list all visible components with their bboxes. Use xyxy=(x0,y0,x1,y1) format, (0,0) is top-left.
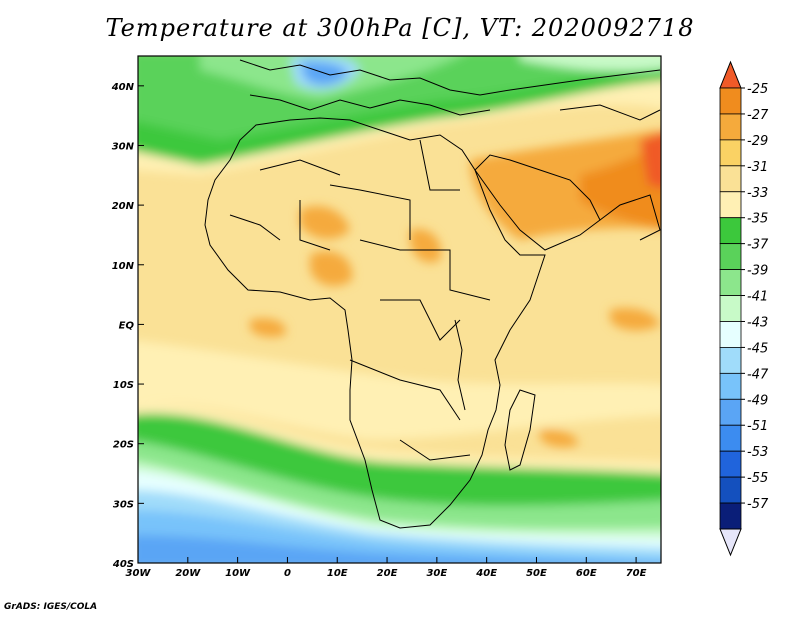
x-tick-label: 30E xyxy=(426,568,447,579)
colorbar-box xyxy=(719,165,742,193)
y-tick-label: 30S xyxy=(113,499,134,510)
colorbar-box xyxy=(719,191,742,219)
colorbar-label: -47 xyxy=(747,367,769,382)
colorbar-box xyxy=(719,321,742,348)
x-tick-label: 40E xyxy=(475,568,497,579)
colorbar-label: -55 xyxy=(747,471,768,486)
colorbar-label: -43 xyxy=(747,315,768,330)
colorbar-box xyxy=(719,476,742,504)
y-tick-label: 10N xyxy=(112,261,135,272)
colorbar-label: -57 xyxy=(747,497,769,512)
x-tick-label: 10W xyxy=(225,568,251,579)
colorbar-label: -37 xyxy=(747,238,769,253)
x-tick-label: 30W xyxy=(126,568,152,579)
colorbar-label: -25 xyxy=(747,82,768,97)
x-tick-label: 20E xyxy=(377,568,398,579)
y-tick-label: 40N xyxy=(111,82,135,93)
y-tick-label: 20N xyxy=(112,201,135,212)
colorbar-box xyxy=(719,398,742,426)
colorbar-label: -39 xyxy=(747,264,768,279)
colorbar-box xyxy=(719,295,742,322)
colorbar-box xyxy=(719,269,742,296)
colorbar-label: -53 xyxy=(747,445,768,460)
colorbar-label: -29 xyxy=(747,134,768,149)
plot-frame xyxy=(137,55,662,564)
x-tick-label: 0 xyxy=(284,568,291,579)
colorbar-label: -35 xyxy=(747,212,768,227)
map-title: Temperature at 300hPa [C], VT: 202009271… xyxy=(105,14,695,42)
y-tick-label: 30N xyxy=(112,141,135,152)
coastlines xyxy=(204,59,661,529)
temperature-field xyxy=(138,56,661,563)
colorbar-box xyxy=(719,243,742,270)
y-tick-label: 20S xyxy=(113,440,134,451)
colorbar-label: -49 xyxy=(747,393,768,408)
colorbar-box xyxy=(719,113,742,141)
x-axis-ticks: 30W 20W 10W 0 10E 20E 30E 40E 50E 60E 70E xyxy=(126,557,647,579)
y-tick-label: 40S xyxy=(112,559,134,570)
colorbar-bottom-triangle xyxy=(719,528,742,557)
colorbar-box xyxy=(719,87,742,115)
x-tick-label: 60E xyxy=(576,568,597,579)
colorbar-label: -45 xyxy=(747,341,768,356)
colorbar: -25 -27 -29 -31 -33 -35 -37 -39 -41 -43 -45 -47 -49 -… xyxy=(719,60,769,557)
colorbar-box xyxy=(719,450,742,478)
y-tick-label: EQ xyxy=(119,320,135,331)
colorbar-label: -41 xyxy=(747,290,768,305)
colorbar-box xyxy=(719,502,742,530)
colorbar-box xyxy=(719,139,742,167)
y-axis-ticks: 40N 30N 20N 10N EQ 10S 20S 30S 40S xyxy=(111,82,144,570)
x-tick-label: 10E xyxy=(327,568,348,579)
colorbar-label: -27 xyxy=(747,108,769,123)
x-tick-label: 20W xyxy=(175,568,201,579)
colorbar-label: -31 xyxy=(747,160,768,175)
colorbar-box xyxy=(719,347,742,374)
colorbar-top-triangle xyxy=(719,60,742,89)
x-tick-label: 70E xyxy=(626,568,647,579)
credit-text: GrADS: IGES/COLA xyxy=(4,602,98,612)
colorbar-label: -51 xyxy=(747,419,768,434)
colorbar-box xyxy=(719,217,742,245)
colorbar-box xyxy=(719,424,742,452)
y-tick-label: 10S xyxy=(113,380,134,391)
x-tick-label: 50E xyxy=(526,568,547,579)
colorbar-box xyxy=(719,372,742,400)
colorbar-label: -33 xyxy=(747,186,768,201)
